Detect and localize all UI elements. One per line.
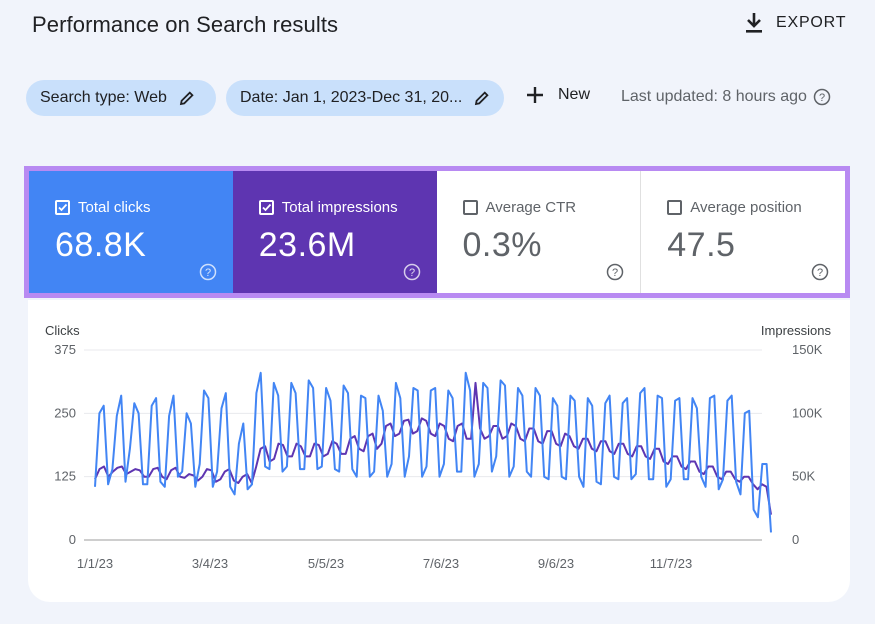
last-updated: Last updated: 8 hours ago ?	[621, 88, 831, 106]
metric-label: Total clicks	[78, 199, 151, 216]
metric-average-position[interactable]: Average position 47.5 ?	[641, 171, 845, 293]
search-type-label: Search type: Web	[40, 89, 167, 106]
metrics-panel: Total clicks 68.8K ? Total impressions 2…	[24, 166, 850, 298]
x-tick-label: 7/6/23	[423, 556, 459, 571]
svg-text:?: ?	[205, 267, 211, 279]
right-tick-label: 0	[792, 532, 799, 547]
right-axis-title: Impressions	[761, 323, 832, 338]
metric-value: 0.3%	[462, 226, 542, 264]
metric-total-clicks[interactable]: Total clicks 68.8K ?	[29, 171, 233, 293]
svg-text:?: ?	[612, 267, 618, 279]
right-tick-label: 50K	[792, 469, 815, 484]
download-icon	[746, 13, 762, 33]
left-tick-label: 0	[69, 532, 76, 547]
page-title: Performance on Search results	[32, 12, 339, 37]
metric-label: Average CTR	[485, 199, 577, 216]
svg-text:?: ?	[817, 267, 823, 279]
export-button[interactable]: EXPORT	[744, 12, 846, 34]
export-label: EXPORT	[776, 14, 847, 31]
pencil-icon	[179, 91, 194, 106]
date-label: Date: Jan 1, 2023-Dec 31, 20...	[240, 89, 463, 106]
x-tick-label: 11/7/23	[650, 556, 692, 571]
right-tick-label: 100K	[792, 405, 823, 420]
x-tick-label: 3/4/23	[192, 556, 228, 571]
checkbox-unchecked-icon[interactable]	[667, 200, 683, 215]
help-icon[interactable]: ?	[811, 263, 829, 281]
chart-card: Clicks Impressions 375 150K 250 100K 125 50K 0 0 1…	[28, 300, 850, 602]
checkbox-unchecked-icon[interactable]	[462, 200, 478, 215]
pencil-icon	[474, 91, 489, 106]
series-line-impressions	[94, 381, 772, 515]
checkbox-checked-icon[interactable]	[55, 200, 70, 215]
help-icon[interactable]: ?	[199, 263, 217, 281]
left-tick-label: 375	[54, 342, 76, 357]
x-tick-label: 9/6/23	[538, 556, 574, 571]
metric-label: Average position	[690, 199, 802, 216]
metric-average-ctr[interactable]: Average CTR 0.3% ?	[436, 171, 642, 293]
metric-total-impressions[interactable]: Total impressions 23.6M ?	[232, 171, 437, 293]
x-tick-label: 1/1/23	[77, 556, 113, 571]
search-type-chip[interactable]: Search type: Web	[26, 80, 216, 116]
new-filter-button[interactable]: New	[524, 84, 590, 106]
metric-value: 23.6M	[258, 226, 356, 264]
date-chip[interactable]: Date: Jan 1, 2023-Dec 31, 20...	[226, 80, 504, 116]
x-tick-label: 5/5/23	[308, 556, 344, 571]
series-line-clicks	[94, 371, 772, 533]
svg-text:?: ?	[408, 267, 414, 279]
help-icon[interactable]: ?	[403, 263, 421, 281]
help-icon[interactable]: ?	[813, 88, 831, 106]
plus-icon	[527, 87, 543, 103]
metric-label: Total impressions	[281, 199, 398, 216]
new-label: New	[558, 86, 591, 103]
left-tick-label: 125	[54, 469, 76, 484]
help-icon[interactable]: ?	[606, 263, 624, 281]
left-axis-title: Clicks	[45, 323, 80, 338]
checkbox-checked-icon[interactable]	[258, 200, 274, 215]
metric-value: 47.5	[667, 226, 736, 264]
svg-text:?: ?	[819, 92, 825, 104]
right-tick-label: 150K	[792, 342, 823, 357]
last-updated-text: Last updated: 8 hours ago	[621, 88, 807, 105]
left-tick-label: 250	[54, 405, 76, 420]
metric-value: 68.8K	[55, 226, 147, 264]
